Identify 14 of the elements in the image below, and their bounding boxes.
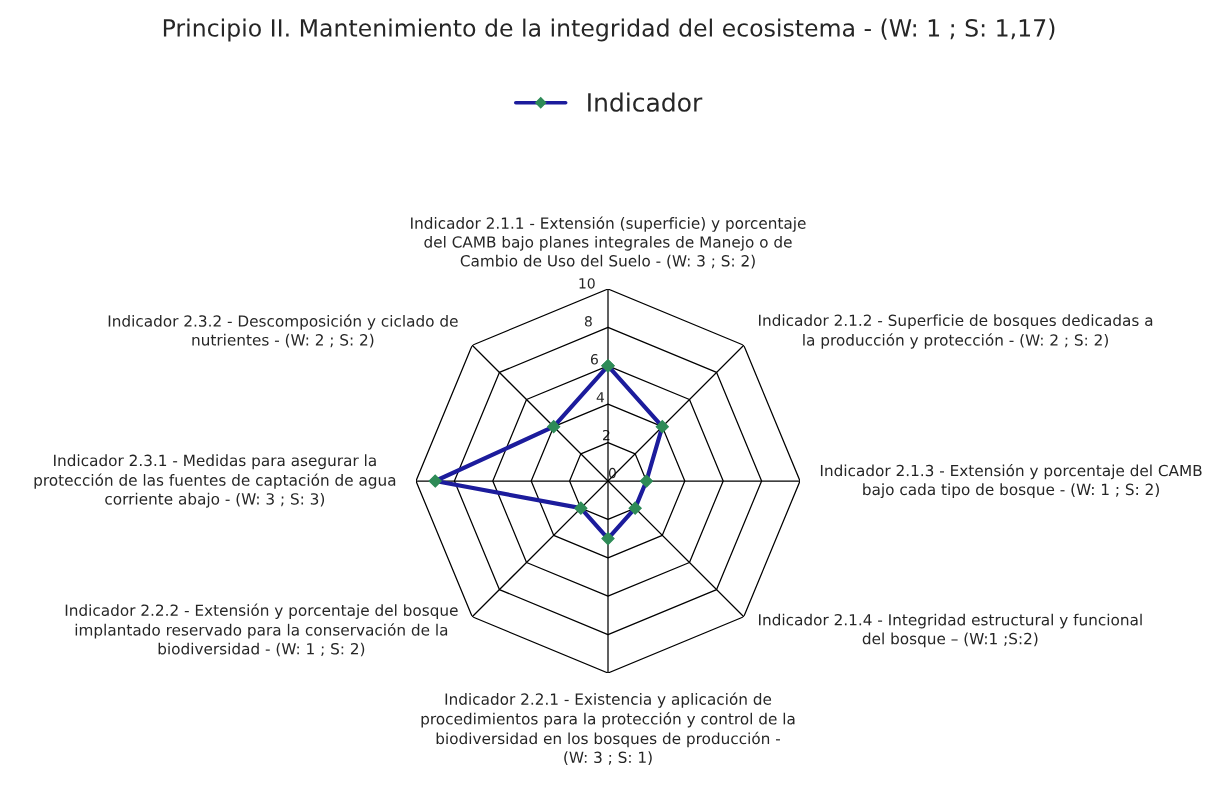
y-tick-label: 8 bbox=[584, 316, 592, 327]
spoke-label: Indicador 2.3.2 - Descomposición y ciclado de nutrientes - (W: 2 ; S: 2) bbox=[108, 314, 458, 348]
spoke-label: Indicador 2.1.2 - Superficie de bosques dedicadas a la producción y protección - (W: 2 ; S: 2) bbox=[759, 314, 1153, 349]
spoke-label: Indicador 2.1.1 - Extensión (superficie) y porcentaje del CAMB bajo planes integrales de Manejo o de Cambio de Uso del Suelo - (W: 3 ; S: 2) bbox=[411, 216, 806, 269]
spoke-label: Indicador 2.3.1 - Medidas para asegurar la protección de las fuentes de captación de agua corriente abajo - (W: 3 ; S: 3) bbox=[34, 454, 396, 508]
chart-title: Principio II. Mantenimiento de la integridad del ecosistema - (W: 1 ; S: 1,17) bbox=[163, 18, 1055, 42]
y-tick-label: 10 bbox=[579, 278, 595, 289]
spoke-label: Indicador 2.2.2 - Extensión y porcentaje del bosque implantado reservado para la conservación de la biodiversidad - (W: 1 ; S: 2) bbox=[65, 603, 458, 657]
legend-label: Indicador bbox=[588, 92, 703, 112]
y-tick-label: 4 bbox=[596, 392, 605, 403]
spoke-label: Indicador 2.1.4 - Integridad estructural y funcional del bosque – (W:1 ;S:2) bbox=[759, 613, 1142, 648]
spoke-label: Indicador 2.1.3 - Extensión y porcentaje del CAMB bajo cada tipo de bosque - (W: 1 ; S: 2) bbox=[820, 463, 1202, 499]
y-tick-label: 6 bbox=[590, 354, 598, 365]
spoke-label: Indicador 2.2.1 - Existencia y aplicación de procedimientos para la protección y control de la biodiversidad en los bosques de producción - (W: 3 ; S: 1) bbox=[421, 692, 795, 765]
